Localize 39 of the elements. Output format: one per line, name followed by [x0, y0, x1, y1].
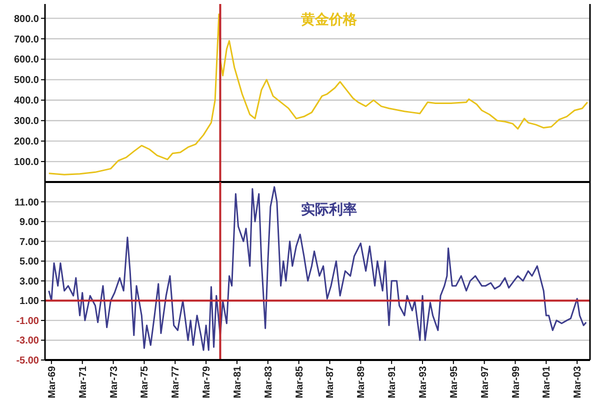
x-tick-label: Mar-71 — [78, 366, 89, 398]
x-tick-label: Mar-87 — [325, 366, 336, 398]
x-tick-label: Mar-77 — [170, 366, 182, 398]
x-tick-label: Mar-97 — [480, 366, 491, 398]
x-tick-label: Mar-81 — [232, 366, 244, 398]
y-tick-label: 800.0 — [14, 14, 40, 25]
y-tick-label: -5.00 — [16, 356, 40, 366]
x-tick-label: Mar-83 — [263, 366, 274, 398]
y-tick-label: 11.00 — [14, 197, 40, 208]
x-tick-label: Mar-75 — [140, 366, 151, 398]
x-tick-label: Mar-03 — [572, 366, 584, 398]
y-tick-label: 300.0 — [14, 116, 40, 128]
y-tick-label: 100.0 — [14, 157, 40, 168]
line-series — [48, 13, 588, 176]
y-tick-label: 1.00 — [20, 296, 40, 308]
x-tick-label: Mar-69 — [46, 366, 58, 398]
x-tick-label: Mar-91 — [387, 366, 398, 398]
y-tick-label: 400.0 — [14, 96, 40, 107]
text: 黄金价格 — [300, 12, 358, 28]
y-tick-label: -3.00 — [16, 336, 40, 347]
x-tick-label: Mar-01 — [542, 366, 553, 398]
y-tick-label: 700.0 — [14, 34, 40, 46]
y-tick-label: 600.0 — [14, 54, 40, 66]
y-tick-label: 500.0 — [14, 75, 40, 86]
series-label: 实际利率 — [301, 201, 358, 218]
x-tick-label: Mar-79 — [202, 366, 213, 398]
y-tick-label: 7.00 — [20, 236, 40, 248]
x-tick-label: Mar-93 — [418, 366, 430, 398]
x-tick-label: Mar-95 — [448, 366, 460, 398]
x-tick-label: Mar-89 — [356, 366, 368, 398]
y-tick-label: 3.00 — [20, 276, 40, 288]
x-tick-label: Mar-99 — [510, 366, 522, 398]
x-tick-label: Mar-85 — [294, 366, 306, 398]
y-tick-label: 5.00 — [20, 256, 40, 268]
x-tick-label: Mar-73 — [108, 366, 120, 398]
line-series — [48, 186, 587, 351]
y-tick-label: 200.0 — [14, 136, 40, 148]
y-tick-label: -1.00 — [16, 316, 40, 327]
y-tick-label: 9.00 — [20, 217, 40, 228]
